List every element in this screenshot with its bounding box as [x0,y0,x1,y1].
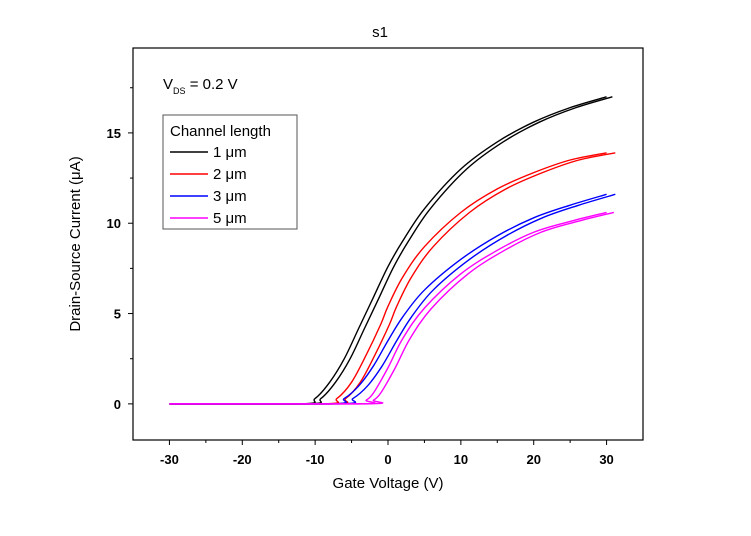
series-line-4-branch-1 [169,211,607,405]
x-tick-label: -30 [160,452,179,467]
x-tick-label: 30 [599,452,613,467]
y-axis-label: Drain-Source Current (μA) [67,156,84,331]
legend-label: 3 μm [213,188,247,205]
legend-label: 2 μm [213,166,247,183]
legend-title: Channel length [170,123,271,140]
legend-box [162,114,298,230]
series-line-1-branch-2 [169,96,613,405]
x-tick-label: -20 [233,452,252,467]
x-tick-label: 10 [454,452,468,467]
y-tick-label: 15 [107,126,121,141]
chart-title: s1 [372,24,388,41]
series-line-2-branch-1 [169,152,607,405]
vds-annotation: VDS = 0.2 V [163,76,238,96]
x-tick-label: 0 [384,452,391,467]
legend-label: 1 μm [213,144,247,161]
legend-label: 5 μm [213,210,247,227]
y-tick-label: 0 [114,397,121,412]
x-axis-label: Gate Voltage (V) [333,475,444,492]
x-tick-label: -10 [306,452,325,467]
legend: Channel length 1 μm 2 μm 3 μm 5 μm [162,114,298,230]
series-line-3-branch-2 [169,193,616,405]
y-tick-label: 5 [114,307,121,322]
y-tick-label: 10 [107,216,121,231]
x-tick-label: 20 [526,452,540,467]
series-line-1-branch-1 [169,96,607,405]
series-line-3-branch-1 [169,193,607,405]
series-line-2-branch-2 [169,152,616,405]
series-line-4-branch-2 [169,211,615,405]
